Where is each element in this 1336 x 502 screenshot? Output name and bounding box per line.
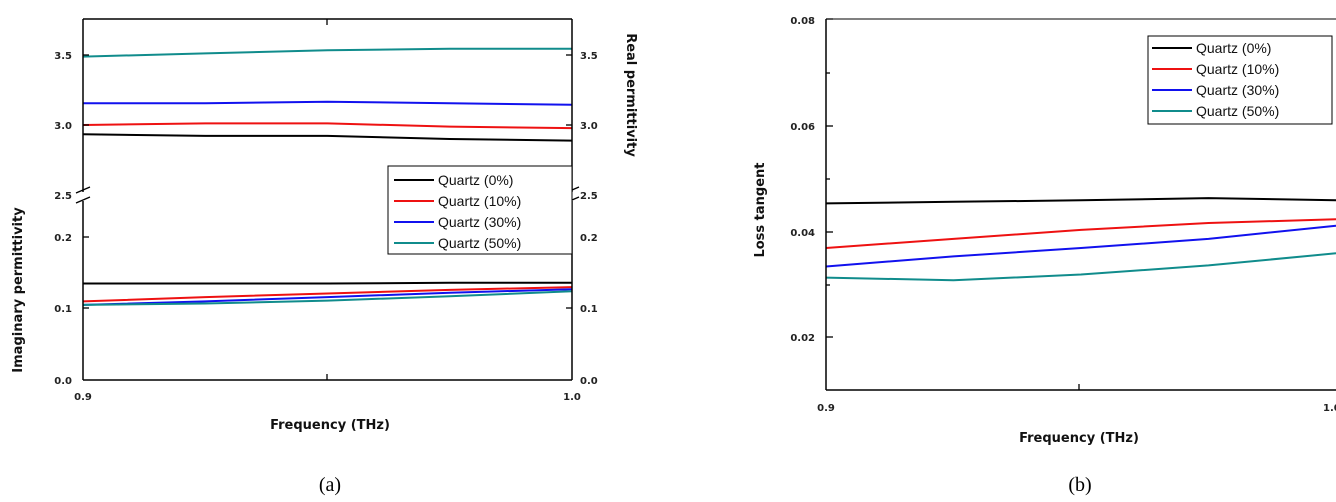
panel-a-ytick-right-2-5: 2.5 (580, 191, 598, 202)
panel-a-legend-label-2: Quartz (30%) (438, 214, 521, 230)
panel-a-ytick-right-0-0: 0.0 (580, 376, 598, 387)
panel-a-ytick-right-3-5: 3.5 (580, 51, 598, 62)
panel-a-real-line-1 (82, 122, 573, 130)
panel-a-imag-line-1 (82, 286, 573, 303)
panel-b-x-axis-title: Frequency (THz) (1019, 431, 1139, 446)
panel-a-caption: (a) (319, 474, 341, 496)
panel-a-imag-line-0 (83, 281, 572, 285)
panel-a-ytick-right-0-1: 0.1 (580, 304, 598, 315)
panel-a-imag-line-3 (82, 290, 573, 306)
panel-b-legend-box (1147, 35, 1333, 125)
panel-a-real-line-0 (82, 133, 573, 142)
panel-b-legend: Quartz (0%) Quartz (10%) Quartz (30%) Qu… (1147, 35, 1333, 125)
panel-a-imag-line-2 (82, 288, 573, 306)
panel-b-ytick-0-04: 0.04 (790, 228, 815, 239)
panel-a-break-left-1 (75, 186, 91, 194)
panel-a-real-line-3 (82, 47, 572, 58)
panel-b-line-3 (825, 252, 1336, 282)
panel-b-ytick-0-02: 0.02 (790, 333, 815, 344)
panel-a-y-axis-title-right: Real permittivity (623, 33, 638, 157)
panel-b-legend-label-1: Quartz (10%) (1196, 61, 1279, 77)
panel-a-legend-label-0: Quartz (0%) (438, 172, 513, 188)
panel-b-legend-label-3: Quartz (50%) (1196, 103, 1279, 119)
panel-b-xtick-1-0: 1.0 (1323, 403, 1336, 414)
panel-a-ytick-left-3-5: 3.5 (54, 51, 72, 62)
panel-a-legend-label-1: Quartz (10%) (438, 193, 521, 209)
panel-b-xtick-0-9: 0.9 (817, 403, 835, 414)
panel-a-ytick-right-3-0: 3.0 (580, 121, 598, 132)
panel-a-xtick-1-0: 1.0 (563, 392, 581, 403)
panel-a-ytick-left-0-0: 0.0 (54, 376, 72, 387)
panel-b-ytick-0-06: 0.06 (790, 122, 815, 133)
panel-a-x-axis-title: Frequency (THz) (270, 418, 390, 433)
panel-a-ytick-left-3-0: 3.0 (54, 121, 72, 132)
panel-a-ytick-right-0-2: 0.2 (580, 233, 598, 244)
panel-b-series-lines (825, 197, 1336, 282)
panel-b-caption: (b) (1068, 474, 1091, 496)
panel-a-xtick-0-9: 0.9 (74, 392, 92, 403)
panel-a: 3.5 3.0 2.5 0.2 0.1 0.0 3.5 3.0 2.5 0.2 … (11, 18, 638, 496)
panel-b-line-2 (825, 224, 1336, 268)
panel-b: 0.08 0.06 0.04 0.02 0.9 1.0 Frequency (T… (753, 16, 1336, 496)
panel-a-legend-label-3: Quartz (50%) (438, 235, 521, 251)
panel-a-break-left-2 (75, 196, 91, 204)
panel-a-y-axis-title-left: Imaginary permittivity (11, 207, 26, 373)
panel-b-y-axis-title: Loss tangent (753, 162, 768, 257)
panel-a-series-lines (82, 47, 573, 306)
panel-b-line-0 (825, 197, 1336, 205)
panel-b-line-1 (825, 218, 1336, 249)
panel-a-real-line-2 (83, 100, 573, 106)
panel-b-ytick-0-08: 0.08 (790, 16, 815, 27)
panel-a-legend: Quartz (0%) Quartz (10%) Quartz (30%) Qu… (387, 165, 573, 255)
panel-b-legend-label-2: Quartz (30%) (1196, 82, 1279, 98)
panel-a-ytick-left-0-1: 0.1 (54, 304, 72, 315)
panel-a-ytick-left-0-2: 0.2 (54, 233, 72, 244)
panel-b-tick-marks (826, 18, 1080, 390)
panel-a-ytick-left-2-5: 2.5 (54, 191, 72, 202)
panel-b-legend-label-0: Quartz (0%) (1196, 40, 1271, 56)
